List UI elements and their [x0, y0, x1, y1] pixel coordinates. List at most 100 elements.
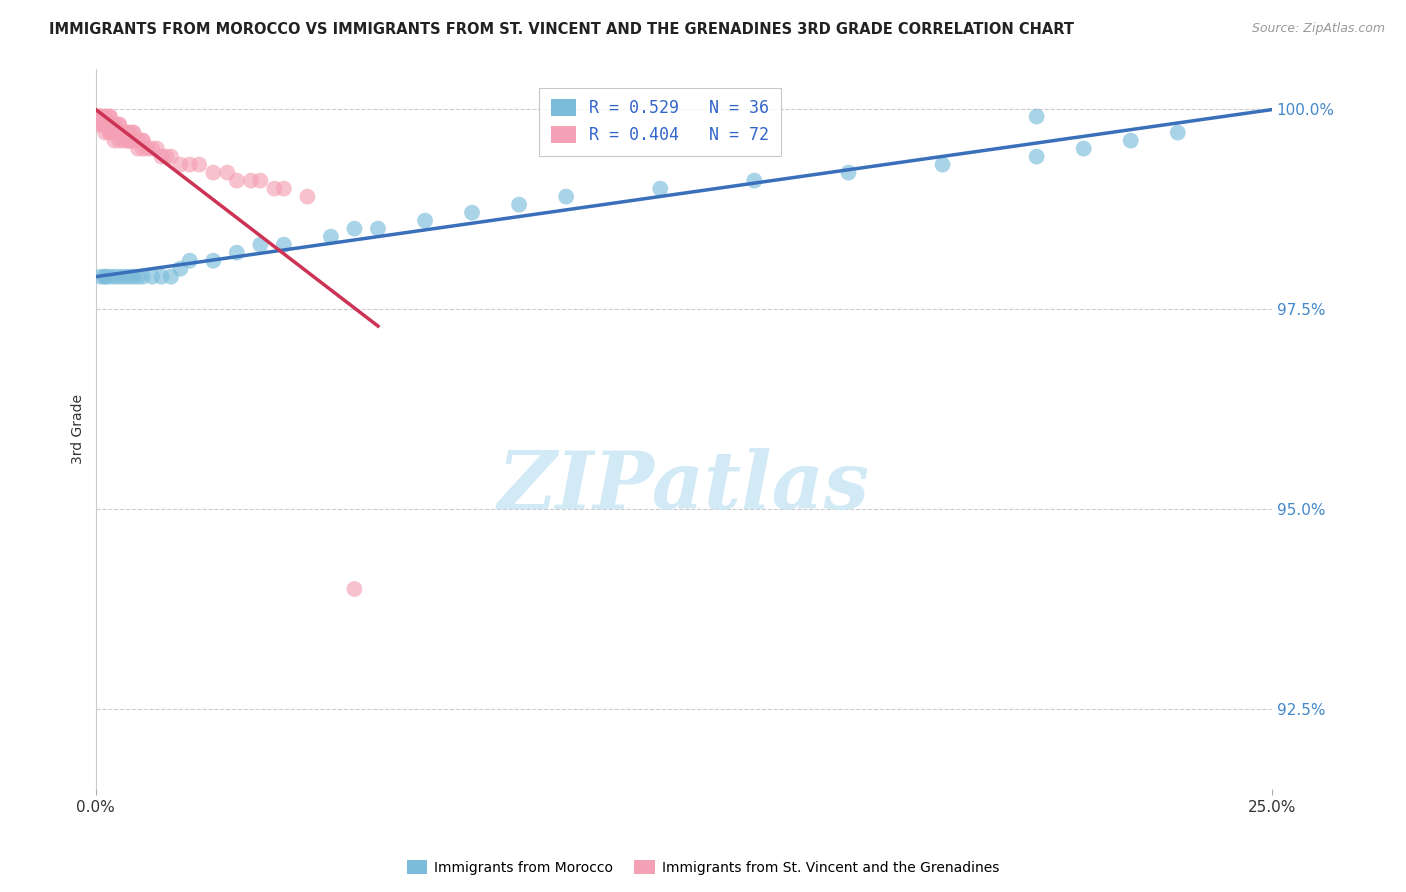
Point: [1025, 110, 1047, 124]
Point: [108, 126, 131, 140]
Point: [131, 134, 153, 148]
Point: [112, 126, 135, 140]
Point: [117, 126, 139, 140]
Point: [108, 126, 131, 140]
Point: [94, 269, 117, 284]
Point: [127, 142, 149, 156]
Point: [98, 126, 121, 140]
Point: [122, 134, 145, 148]
Point: [141, 269, 163, 284]
Point: [89, 118, 111, 132]
Point: [122, 134, 145, 148]
Point: [98, 110, 121, 124]
Point: [117, 126, 139, 140]
Point: [179, 158, 201, 172]
Point: [319, 229, 342, 244]
Text: IMMIGRANTS FROM MOROCCO VS IMMIGRANTS FROM ST. VINCENT AND THE GRENADINES 3RD GR: IMMIGRANTS FROM MOROCCO VS IMMIGRANTS FR…: [49, 22, 1074, 37]
Point: [94, 118, 117, 132]
Point: [98, 118, 121, 132]
Point: [141, 142, 163, 156]
Point: [89, 110, 111, 124]
Point: [117, 134, 139, 148]
Point: [94, 110, 117, 124]
Point: [217, 166, 239, 180]
Point: [297, 189, 319, 203]
Point: [108, 126, 131, 140]
Point: [89, 110, 111, 124]
Legend: R = 0.529   N = 36, R = 0.404   N = 72: R = 0.529 N = 36, R = 0.404 N = 72: [540, 87, 782, 156]
Point: [136, 142, 159, 156]
Point: [94, 118, 117, 132]
Point: [249, 237, 271, 252]
Point: [1119, 134, 1142, 148]
Point: [103, 269, 125, 284]
Point: [131, 142, 153, 156]
Point: [103, 126, 125, 140]
Point: [744, 173, 766, 187]
Point: [169, 158, 191, 172]
Point: [112, 269, 135, 284]
Point: [202, 166, 225, 180]
Point: [179, 253, 201, 268]
Point: [112, 134, 135, 148]
Point: [98, 118, 121, 132]
Point: [508, 197, 530, 211]
Point: [94, 118, 117, 132]
Point: [150, 269, 173, 284]
Point: [122, 134, 145, 148]
Point: [103, 126, 125, 140]
Point: [89, 110, 111, 124]
Point: [112, 126, 135, 140]
Point: [127, 134, 149, 148]
Point: [555, 189, 578, 203]
Point: [108, 134, 131, 148]
Point: [837, 166, 859, 180]
Point: [98, 269, 121, 284]
Point: [202, 253, 225, 268]
Point: [155, 150, 177, 164]
Point: [1073, 142, 1095, 156]
Point: [461, 205, 484, 219]
Point: [112, 126, 135, 140]
Point: [117, 269, 139, 284]
Point: [169, 261, 191, 276]
Point: [1025, 150, 1047, 164]
Legend: Immigrants from Morocco, Immigrants from St. Vincent and the Grenadines: Immigrants from Morocco, Immigrants from…: [401, 855, 1005, 880]
Point: [98, 126, 121, 140]
Point: [150, 150, 173, 164]
Point: [931, 158, 953, 172]
Text: ZIPatlas: ZIPatlas: [498, 448, 870, 525]
Point: [103, 134, 125, 148]
Point: [98, 118, 121, 132]
Point: [94, 110, 117, 124]
Point: [94, 118, 117, 132]
Point: [650, 181, 672, 195]
Text: Source: ZipAtlas.com: Source: ZipAtlas.com: [1251, 22, 1385, 36]
Point: [117, 134, 139, 148]
Point: [103, 126, 125, 140]
Point: [146, 142, 169, 156]
Point: [225, 245, 247, 260]
Point: [89, 110, 111, 124]
Point: [89, 118, 111, 132]
Point: [160, 150, 183, 164]
Point: [103, 118, 125, 132]
Point: [108, 118, 131, 132]
Point: [103, 118, 125, 132]
Point: [413, 213, 436, 227]
Point: [117, 134, 139, 148]
Point: [263, 181, 285, 195]
Point: [273, 237, 295, 252]
Point: [239, 173, 262, 187]
Point: [367, 221, 389, 235]
Point: [122, 126, 145, 140]
Point: [122, 269, 145, 284]
Point: [343, 221, 366, 235]
Point: [94, 126, 117, 140]
Point: [112, 126, 135, 140]
Point: [343, 582, 366, 596]
Point: [249, 173, 271, 187]
Point: [89, 269, 111, 284]
Point: [131, 269, 153, 284]
Point: [131, 134, 153, 148]
